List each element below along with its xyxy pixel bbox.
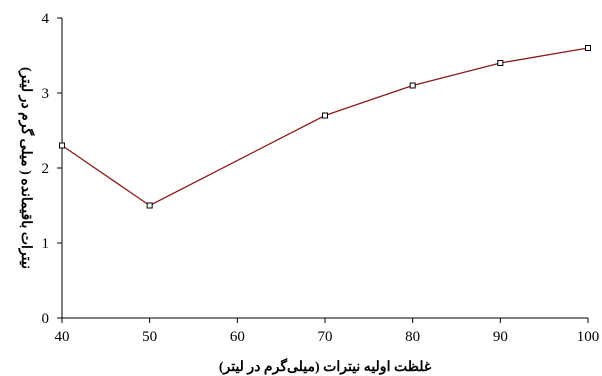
y-tick-label: 3 <box>42 86 50 102</box>
x-tick-label: 80 <box>405 329 420 345</box>
data-point <box>322 112 328 119</box>
x-tick-label: 50 <box>142 329 157 345</box>
x-tick-label: 60 <box>230 329 245 345</box>
x-tick-label: 100 <box>577 329 600 345</box>
series-layer <box>59 45 591 209</box>
data-point <box>585 45 591 51</box>
x-ticks: 40 50 60 70 80 90 100 <box>55 318 600 345</box>
x-axis-title: غلظت اولیه نیترات (میلی‌گرم در لیتر) <box>219 358 432 375</box>
y-axis-title: نیترات باقیمانده ( میلی گرم در لیتر) <box>18 67 35 269</box>
y-tick-label: 1 <box>42 236 50 252</box>
data-point <box>59 142 65 149</box>
data-point <box>409 82 416 89</box>
x-tick-label: 40 <box>55 329 70 345</box>
data-point <box>497 60 504 66</box>
plot-area <box>62 18 588 318</box>
y-tick-label: 0 <box>42 311 50 327</box>
y-tick-label: 4 <box>42 11 50 27</box>
data-point <box>146 202 153 209</box>
y-ticks: 0 1 2 3 4 <box>42 11 62 327</box>
x-tick-label: 90 <box>493 329 508 345</box>
x-tick-label: 70 <box>318 329 333 345</box>
y-tick-label: 2 <box>42 161 50 177</box>
series-line <box>61 47 589 207</box>
